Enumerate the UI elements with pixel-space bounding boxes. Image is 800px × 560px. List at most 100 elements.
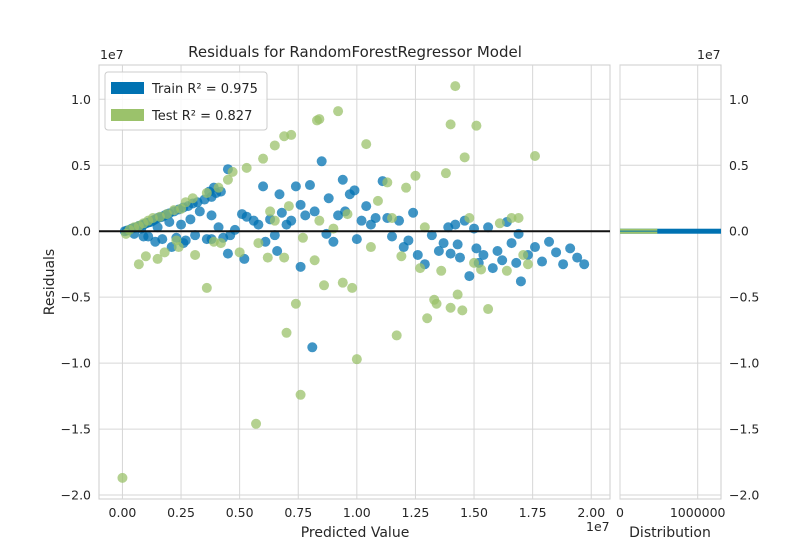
x-tick-label: 1.50 <box>460 505 488 520</box>
test-point <box>213 182 224 193</box>
test-point <box>133 259 144 270</box>
main-y-tick-labels: −2.0 −1.5 −1.0 −0.5 0.0 0.5 1.0 <box>61 92 91 503</box>
test-point <box>506 213 517 224</box>
distribution-y-tick-label: 0.0 <box>729 224 749 239</box>
test-point <box>457 305 468 316</box>
distribution-x-tick-label: 0 <box>616 505 624 520</box>
distribution-x-axis-title: Distribution <box>629 525 711 541</box>
distribution-y-tick-labels: −2.0 −1.5 −1.0 −0.5 0.0 0.5 1.0 <box>729 92 759 503</box>
test-point <box>518 249 529 260</box>
train-point <box>579 259 590 270</box>
test-point <box>283 201 294 212</box>
test-point <box>201 187 212 198</box>
legend-swatch-test <box>111 109 144 121</box>
y-offset-label: 1e7 <box>100 47 124 62</box>
test-point <box>422 313 433 324</box>
test-point <box>494 218 505 229</box>
legend-swatch-train <box>111 82 144 94</box>
test-point <box>401 182 412 193</box>
test-point <box>513 213 524 224</box>
distribution-grid <box>619 65 721 499</box>
legend-label-test: Test R² = 0.827 <box>151 109 252 124</box>
train-point <box>307 342 318 353</box>
test-point <box>295 389 306 400</box>
test-point <box>337 277 348 288</box>
test-point <box>215 238 226 249</box>
distribution-y-tick-label: −2.0 <box>729 488 759 503</box>
x-tick-label: 0.00 <box>109 505 137 520</box>
train-point <box>323 193 334 204</box>
test-point <box>452 289 463 300</box>
train-point <box>309 206 320 217</box>
test-point <box>501 265 512 276</box>
y-tick-label: 1.0 <box>71 92 91 107</box>
test-point <box>290 298 301 309</box>
distribution-x-tick-labels: 0 1000000 <box>616 505 726 520</box>
test-point <box>365 242 376 253</box>
train-point <box>176 219 187 230</box>
train-point <box>194 206 205 217</box>
test-point <box>440 168 451 179</box>
train-point <box>206 210 217 221</box>
train-point <box>464 271 475 282</box>
test-point <box>483 304 494 315</box>
test-point <box>234 247 245 258</box>
train-point <box>295 199 306 210</box>
train-point <box>222 248 233 259</box>
x-tick-label: 1.00 <box>343 505 371 520</box>
test-point <box>241 162 252 173</box>
train-point <box>551 247 562 258</box>
test-point <box>459 152 470 163</box>
train-point <box>537 256 548 267</box>
train-point <box>471 243 482 254</box>
train-point <box>445 248 456 259</box>
train-point <box>506 238 517 249</box>
test-point <box>309 255 320 266</box>
test-point <box>190 249 201 260</box>
test-point <box>222 174 233 185</box>
legend-label-train: Train R² = 0.975 <box>151 82 258 97</box>
test-point <box>347 282 358 293</box>
train-point <box>286 215 297 226</box>
train-point <box>272 246 283 256</box>
test-point <box>159 247 170 258</box>
train-point <box>454 252 465 263</box>
train-point <box>274 189 285 200</box>
train-point <box>295 261 306 272</box>
train-point <box>361 201 372 212</box>
test-point <box>253 238 264 249</box>
distribution-plot-area <box>619 64 722 500</box>
x-offset-label: 1e7 <box>586 519 610 534</box>
train-point <box>164 216 175 227</box>
test-point <box>372 195 383 206</box>
distribution-y-tick-label: −1.0 <box>729 356 759 371</box>
train-point <box>483 222 494 233</box>
test-point <box>419 222 430 233</box>
train-point <box>497 255 508 266</box>
x-tick-label: 0.50 <box>226 505 254 520</box>
test-point <box>201 282 212 293</box>
test-point <box>464 213 475 224</box>
test-point <box>187 193 198 204</box>
train-point <box>572 252 583 263</box>
train-point <box>412 249 423 260</box>
train-point <box>511 257 522 268</box>
test-point <box>251 418 262 429</box>
x-tick-label: 0.75 <box>284 505 312 520</box>
test-point <box>445 119 456 130</box>
train-point <box>138 231 149 242</box>
test-point <box>140 251 151 262</box>
y-tick-label: −2.0 <box>61 488 91 503</box>
train-point <box>190 230 201 241</box>
x-axis-title: Predicted Value <box>301 525 410 541</box>
test-point <box>314 215 325 226</box>
test-point <box>297 232 308 243</box>
train-point <box>213 222 224 233</box>
train-point <box>300 210 311 221</box>
test-point <box>382 177 393 188</box>
x-tick-label: 2.00 <box>577 505 605 520</box>
train-point <box>433 246 444 256</box>
test-point <box>279 252 290 263</box>
train-point <box>328 236 339 247</box>
test-point <box>314 114 325 125</box>
